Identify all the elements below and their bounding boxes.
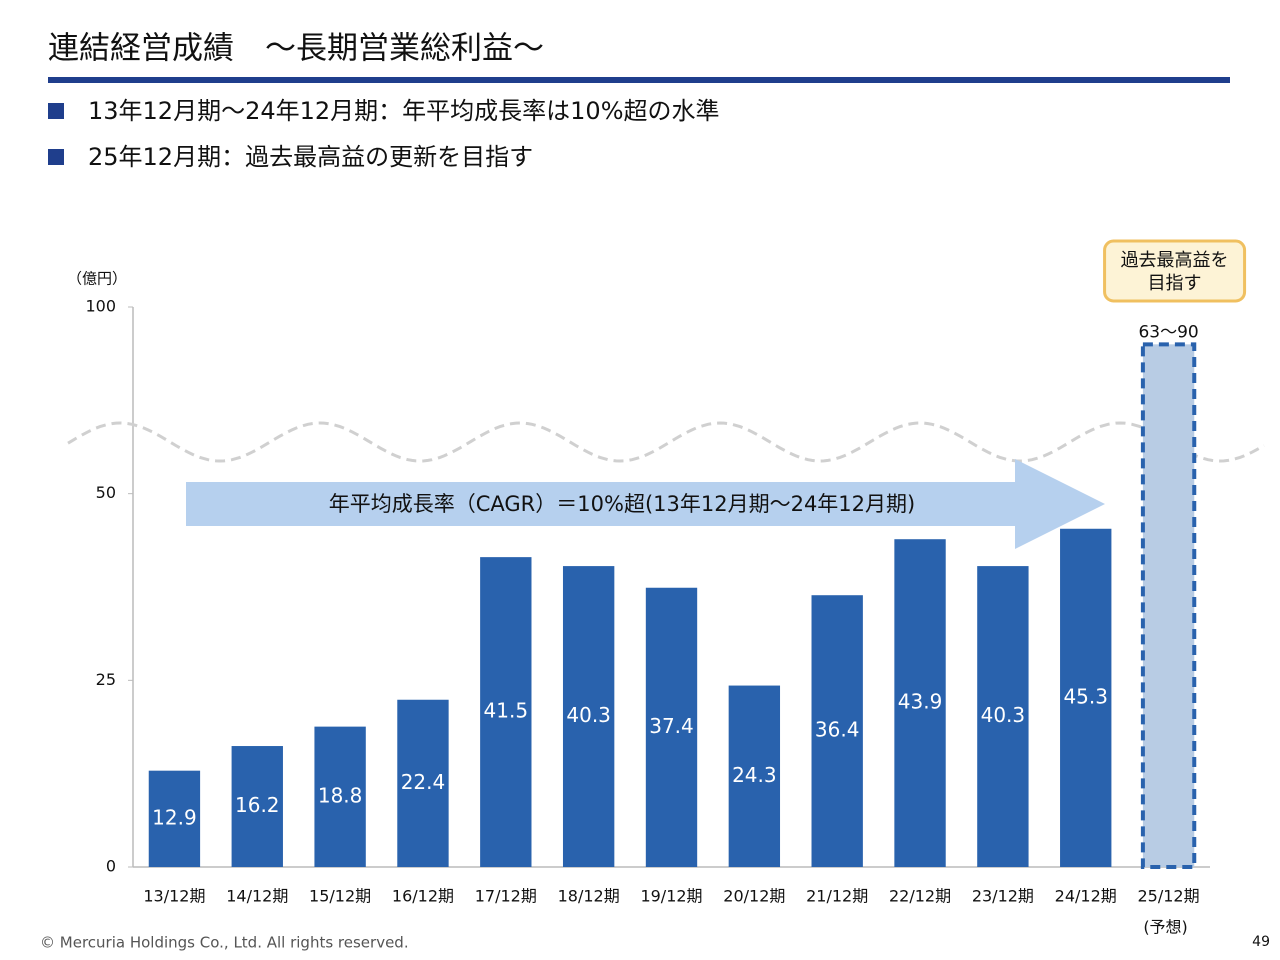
x-tick-label: 19/12期 — [640, 887, 702, 906]
bar — [811, 595, 863, 867]
bar — [148, 770, 201, 867]
bullet-text: 13年12月期～24年12月期：年平均成長率は10%超の水準 — [88, 97, 720, 125]
x-tick-label: 14/12期 — [226, 887, 288, 906]
value-label: 22.4 — [401, 770, 446, 794]
x-tick-label: 15/12期 — [309, 887, 371, 906]
cagr-arrow — [186, 459, 1105, 549]
x-tick-label: 25/12期 — [1138, 887, 1200, 906]
x-tick-label: 17/12期 — [475, 887, 537, 906]
bar — [314, 726, 366, 867]
bar — [231, 746, 283, 867]
page-number: 49 — [1252, 934, 1270, 950]
value-label: 41.5 — [484, 699, 529, 723]
callout-box — [1103, 239, 1247, 303]
callout-text: 目指す — [1148, 273, 1202, 294]
x-tick-label: 18/12期 — [558, 887, 620, 906]
axis-break-wave — [67, 421, 1265, 463]
value-label: 45.3 — [1063, 684, 1108, 708]
value-label: 24.3 — [732, 763, 777, 787]
unit-label: （億円） — [67, 270, 127, 288]
x-tick-label: 20/12期 — [723, 887, 785, 906]
bar — [894, 539, 946, 867]
bar — [1060, 528, 1112, 867]
x-tick-label: 21/12期 — [806, 887, 868, 906]
title-rule — [48, 77, 1230, 83]
x-tick-label: 16/12期 — [392, 887, 454, 906]
x-tick-sublabel: (予想) — [1143, 918, 1188, 937]
copyright: © Mercuria Holdings Co., Ltd. All rights… — [40, 934, 409, 952]
x-tick-label: 24/12期 — [1055, 887, 1117, 906]
slide-title: 連結経営成績 ～長期営業総利益～ — [48, 31, 544, 67]
bar — [977, 566, 1029, 867]
value-label: 16.2 — [235, 793, 280, 817]
y-tick-label: 25 — [96, 670, 116, 689]
bar — [397, 699, 449, 867]
y-tick-label: 50 — [96, 483, 116, 502]
value-label: 36.4 — [815, 718, 860, 742]
forecast-bar — [1140, 342, 1197, 870]
bar — [480, 557, 532, 867]
value-label: 40.3 — [981, 703, 1026, 727]
bar — [562, 566, 615, 867]
x-tick-label: 13/12期 — [143, 887, 205, 906]
y-tick-label: 0 — [106, 857, 116, 876]
value-label: 43.9 — [898, 690, 943, 714]
forecast-label: 63～90 — [1138, 322, 1198, 342]
bullet-square — [48, 149, 64, 165]
bullet-text: 25年12月期：過去最高益の更新を目指す — [88, 143, 533, 171]
callout-text: 過去最高益を — [1121, 250, 1229, 271]
x-tick-label: 22/12期 — [889, 887, 951, 906]
value-label: 37.4 — [649, 714, 694, 738]
x-tick-label: 23/12期 — [972, 887, 1034, 906]
bullet-square — [48, 103, 64, 119]
value-label: 18.8 — [318, 783, 363, 807]
cagr-annotation: 年平均成長率（CAGR）＝10%超(13年12月期～24年12月期) — [329, 492, 915, 516]
y-tick-label: 100 — [85, 297, 116, 316]
value-label: 40.3 — [566, 703, 611, 727]
bar — [645, 587, 698, 867]
value-label: 12.9 — [152, 805, 197, 829]
bar — [728, 685, 781, 867]
